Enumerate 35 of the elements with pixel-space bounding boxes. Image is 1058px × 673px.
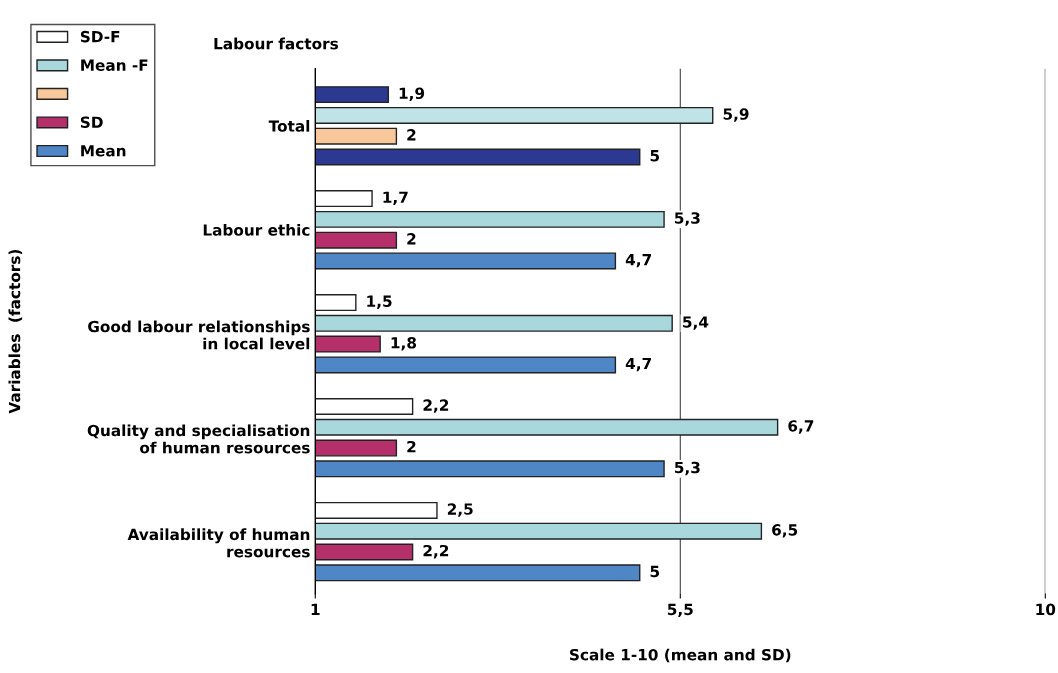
legend-label: Mean -F [81,59,148,71]
data-label: 5 [650,150,660,162]
data-label: 2 [407,129,416,141]
x-tick-label: 5,5 [667,603,693,618]
chart-title: Labour factors [214,37,338,50]
data-label: 6,7 [788,420,814,434]
data-label: 1,7 [383,191,408,205]
data-label: 5,4 [683,316,709,330]
data-label: 2 [407,233,416,245]
x-tick-label: 10 [1036,603,1056,616]
legend-label: SD-F [80,30,120,43]
y-axis-title: Variables (factors) [8,249,23,414]
data-label: 2,5 [447,503,473,517]
y-tick-label: Availability of human resources [127,528,310,558]
data-label: 1,5 [367,295,392,309]
data-label: 1,8 [391,336,417,351]
data-label: 5,9 [723,108,749,122]
y-tick-label: Quality and specialisation of human resources [87,424,310,454]
data-label: 2,2 [423,399,449,413]
data-label: 5 [650,565,660,578]
data-label: 6,5 [772,524,798,538]
data-label: 4,7 [625,254,651,268]
data-label: 5,3 [674,212,700,226]
y-tick-label: Total [268,120,310,132]
legend-label: Mean [81,145,126,157]
y-tick-label: Labour ethic [203,223,310,236]
data-label: 1,9 [399,87,425,102]
x-tick-label: 1 [311,603,320,615]
data-label: 5,3 [674,461,700,476]
data-label: 4,7 [625,357,651,372]
legend-label: SD [80,116,103,129]
data-label: 2,2 [423,544,449,559]
data-label: 2 [407,440,416,453]
y-tick-label: Good labour relationships in local level [88,320,310,350]
x-axis-title: Scale 1-10 (mean and SD) [570,648,791,663]
